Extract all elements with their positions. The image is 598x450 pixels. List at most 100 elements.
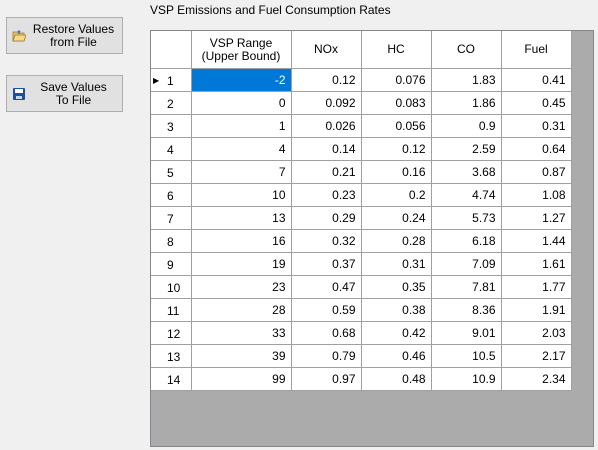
table-row[interactable]: 3 1 0.026 0.056 0.9 0.31 bbox=[151, 114, 572, 138]
table-cell[interactable]: 7 bbox=[190, 160, 292, 184]
table-cell[interactable]: 0.41 bbox=[500, 68, 572, 92]
table-cell[interactable]: 0.21 bbox=[290, 160, 362, 184]
table-row[interactable]: 8 16 0.32 0.28 6.18 1.44 bbox=[151, 229, 572, 253]
table-cell[interactable]: 0.42 bbox=[360, 321, 432, 345]
table-cell[interactable]: 0.12 bbox=[360, 137, 432, 161]
table-cell[interactable]: 0.29 bbox=[290, 206, 362, 230]
table-cell[interactable]: 0.48 bbox=[360, 367, 432, 391]
table-row[interactable]: 5 7 0.21 0.16 3.68 0.87 bbox=[151, 160, 572, 184]
column-header-co[interactable]: CO bbox=[430, 31, 502, 69]
row-header-cell[interactable]: 7 bbox=[151, 206, 192, 230]
table-cell[interactable]: 0.092 bbox=[290, 91, 362, 115]
table-cell[interactable]: 1.83 bbox=[430, 68, 502, 92]
table-cell[interactable]: 1.08 bbox=[500, 183, 572, 207]
table-cell[interactable]: 33 bbox=[190, 321, 292, 345]
table-cell[interactable]: 0.37 bbox=[290, 252, 362, 276]
table-row[interactable]: 4 4 0.14 0.12 2.59 0.64 bbox=[151, 137, 572, 161]
table-cell[interactable]: 0.9 bbox=[430, 114, 502, 138]
table-row[interactable]: 12 33 0.68 0.42 9.01 2.03 bbox=[151, 321, 572, 345]
table-cell[interactable]: 0.056 bbox=[360, 114, 432, 138]
table-cell[interactable]: 16 bbox=[190, 229, 292, 253]
row-header-cell[interactable]: 5 bbox=[151, 160, 192, 184]
table-cell[interactable]: 0.35 bbox=[360, 275, 432, 299]
table-cell[interactable]: 0.87 bbox=[500, 160, 572, 184]
table-cell[interactable]: 2.17 bbox=[500, 344, 572, 368]
row-header-cell[interactable]: 12 bbox=[151, 321, 192, 345]
row-header-cell[interactable]: 8 bbox=[151, 229, 192, 253]
row-header-cell[interactable]: ▶ 1 bbox=[151, 68, 192, 92]
table-cell[interactable]: 10 bbox=[190, 183, 292, 207]
table-cell[interactable]: 0.12 bbox=[290, 68, 362, 92]
table-row[interactable]: 10 23 0.47 0.35 7.81 1.77 bbox=[151, 275, 572, 299]
table-cell[interactable]: 1 bbox=[190, 114, 292, 138]
table-cell[interactable]: 0.24 bbox=[360, 206, 432, 230]
row-header-cell[interactable]: 10 bbox=[151, 275, 192, 299]
column-header-fuel[interactable]: Fuel bbox=[500, 31, 572, 69]
table-cell[interactable]: 10.5 bbox=[430, 344, 502, 368]
row-header-cell[interactable]: 11 bbox=[151, 298, 192, 322]
table-cell[interactable]: 0.083 bbox=[360, 91, 432, 115]
table-cell[interactable]: 7.09 bbox=[430, 252, 502, 276]
table-cell[interactable]: 0.38 bbox=[360, 298, 432, 322]
table-cell[interactable]: 0 bbox=[190, 91, 292, 115]
table-cell[interactable]: 1.86 bbox=[430, 91, 502, 115]
table-cell[interactable]: 19 bbox=[190, 252, 292, 276]
table-cell[interactable]: 0.32 bbox=[290, 229, 362, 253]
table-cell[interactable]: 13 bbox=[190, 206, 292, 230]
table-cell[interactable]: 4 bbox=[190, 137, 292, 161]
row-header-cell[interactable]: 13 bbox=[151, 344, 192, 368]
table-cell[interactable]: 0.68 bbox=[290, 321, 362, 345]
table-cell[interactable]: 0.23 bbox=[290, 183, 362, 207]
table-cell[interactable]: 0.16 bbox=[360, 160, 432, 184]
table-cell[interactable]: 0.79 bbox=[290, 344, 362, 368]
corner-header-cell[interactable] bbox=[151, 31, 192, 69]
table-cell[interactable]: -2 bbox=[190, 68, 292, 92]
restore-values-button[interactable]: Restore Values from File bbox=[6, 17, 123, 54]
row-header-cell[interactable]: 2 bbox=[151, 91, 192, 115]
table-cell[interactable]: 0.2 bbox=[360, 183, 432, 207]
table-cell[interactable]: 6.18 bbox=[430, 229, 502, 253]
table-cell[interactable]: 1.77 bbox=[500, 275, 572, 299]
table-row[interactable]: 14 99 0.97 0.48 10.9 2.34 bbox=[151, 367, 572, 391]
table-cell[interactable]: 0.45 bbox=[500, 91, 572, 115]
column-header-vsp-range[interactable]: VSP Range (Upper Bound) bbox=[190, 31, 292, 69]
table-row[interactable]: 9 19 0.37 0.31 7.09 1.61 bbox=[151, 252, 572, 276]
table-row[interactable]: 7 13 0.29 0.24 5.73 1.27 bbox=[151, 206, 572, 230]
table-row[interactable]: 2 0 0.092 0.083 1.86 0.45 bbox=[151, 91, 572, 115]
row-header-cell[interactable]: 3 bbox=[151, 114, 192, 138]
column-header-nox[interactable]: NOx bbox=[290, 31, 362, 69]
table-cell[interactable]: 0.46 bbox=[360, 344, 432, 368]
row-header-cell[interactable]: 4 bbox=[151, 137, 192, 161]
table-cell[interactable]: 5.73 bbox=[430, 206, 502, 230]
table-cell[interactable]: 0.026 bbox=[290, 114, 362, 138]
save-values-button[interactable]: Save Values To File bbox=[6, 75, 123, 112]
table-cell[interactable]: 0.97 bbox=[290, 367, 362, 391]
column-header-hc[interactable]: HC bbox=[360, 31, 432, 69]
emissions-data-grid[interactable]: VSP Range (Upper Bound) NOx HC CO Fuel ▶… bbox=[150, 30, 594, 447]
table-cell[interactable]: 0.28 bbox=[360, 229, 432, 253]
table-cell[interactable]: 1.44 bbox=[500, 229, 572, 253]
table-row[interactable]: ▶ 1 -2 0.12 0.076 1.83 0.41 bbox=[151, 68, 572, 92]
table-cell[interactable]: 2.03 bbox=[500, 321, 572, 345]
table-cell[interactable]: 8.36 bbox=[430, 298, 502, 322]
table-cell[interactable]: 9.01 bbox=[430, 321, 502, 345]
table-cell[interactable]: 2.34 bbox=[500, 367, 572, 391]
table-cell[interactable]: 28 bbox=[190, 298, 292, 322]
table-row[interactable]: 11 28 0.59 0.38 8.36 1.91 bbox=[151, 298, 572, 322]
table-cell[interactable]: 1.91 bbox=[500, 298, 572, 322]
table-cell[interactable]: 0.59 bbox=[290, 298, 362, 322]
table-cell[interactable]: 39 bbox=[190, 344, 292, 368]
row-header-cell[interactable]: 6 bbox=[151, 183, 192, 207]
table-row[interactable]: 6 10 0.23 0.2 4.74 1.08 bbox=[151, 183, 572, 207]
table-cell[interactable]: 0.31 bbox=[360, 252, 432, 276]
table-cell[interactable]: 2.59 bbox=[430, 137, 502, 161]
table-cell[interactable]: 0.31 bbox=[500, 114, 572, 138]
row-header-cell[interactable]: 14 bbox=[151, 367, 192, 391]
table-cell[interactable]: 1.61 bbox=[500, 252, 572, 276]
table-cell[interactable]: 3.68 bbox=[430, 160, 502, 184]
table-cell[interactable]: 0.076 bbox=[360, 68, 432, 92]
table-cell[interactable]: 4.74 bbox=[430, 183, 502, 207]
table-cell[interactable]: 99 bbox=[190, 367, 292, 391]
table-cell[interactable]: 0.64 bbox=[500, 137, 572, 161]
table-cell[interactable]: 23 bbox=[190, 275, 292, 299]
